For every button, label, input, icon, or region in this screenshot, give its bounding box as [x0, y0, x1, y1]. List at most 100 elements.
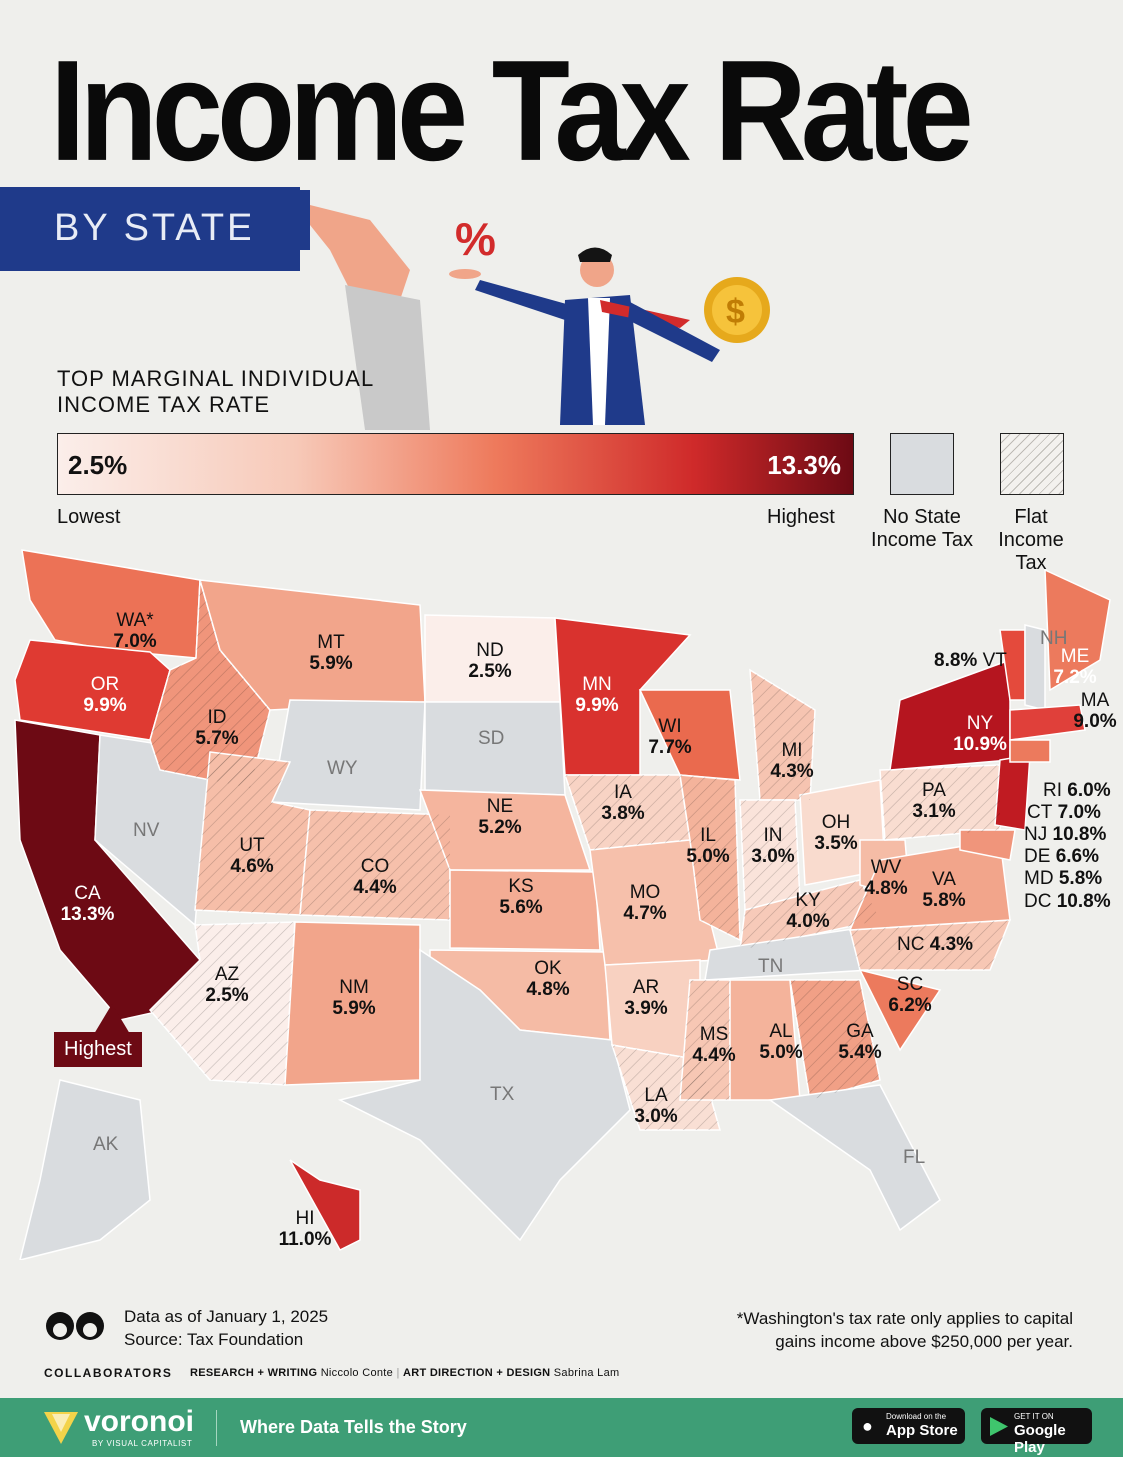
rate-ma: 9.0% — [1073, 711, 1117, 732]
rate-ct: 7.0% — [1057, 802, 1101, 823]
rate-ga: 5.4% — [838, 1042, 882, 1063]
rate-ia: 3.8% — [601, 803, 645, 824]
label-va: VA 5.8% — [909, 869, 979, 911]
abbr-hi: HI — [295, 1208, 315, 1229]
google-play-button[interactable]: GET IT ON Google Play — [981, 1408, 1092, 1456]
research-name: Niccolo Conte — [320, 1367, 394, 1379]
state-FL — [768, 1084, 941, 1232]
rate-pa: 3.1% — [912, 801, 956, 822]
abbr-pa: PA — [922, 780, 946, 801]
no-tax-line2: Income Tax — [871, 529, 973, 551]
label-mo: MO 4.7% — [610, 882, 680, 924]
rate-ms: 4.4% — [692, 1045, 736, 1066]
abbr-la: LA — [644, 1085, 668, 1106]
label-ok: OK 4.8% — [513, 958, 583, 1000]
abbr-nh: NH — [1040, 628, 1068, 649]
label-la: LA 3.0% — [621, 1085, 691, 1127]
rate-va: 5.8% — [922, 890, 966, 911]
rate-mn: 9.9% — [575, 695, 619, 716]
label-wv: WV 4.8% — [851, 857, 921, 899]
label-ma: MA 9.0% — [1060, 690, 1123, 732]
abbr-nd: ND — [476, 640, 504, 661]
label-ri: RI 6.0% — [1043, 780, 1111, 801]
rate-id: 5.7% — [195, 728, 239, 749]
state-MN — [554, 617, 692, 776]
abbr-ak: AK — [93, 1134, 119, 1155]
rate-me: 7.2% — [1053, 667, 1097, 688]
abbr-al: AL — [769, 1021, 793, 1042]
legend-heading-line1: TOP MARGINAL INDIVIDUAL — [57, 366, 375, 391]
footnote-line1: *Washington's tax rate only applies to c… — [736, 1309, 1073, 1328]
no-tax-legend-label: No State Income Tax — [860, 506, 984, 552]
label-il: IL 5.0% — [673, 825, 743, 867]
label-ca: CA 13.3% — [50, 883, 125, 925]
rate-mi: 4.3% — [770, 761, 814, 782]
rate-ne: 5.2% — [478, 817, 522, 838]
scale-low-label: Lowest — [57, 506, 121, 528]
label-mt: MT 5.9% — [296, 632, 366, 674]
svg-text:$: $ — [726, 293, 745, 331]
label-pa: PA 3.1% — [899, 780, 969, 822]
abbr-ky: KY — [795, 890, 821, 911]
rate-dc: 10.8% — [1056, 891, 1111, 912]
abbr-ri: RI — [1043, 780, 1062, 801]
app-store-button[interactable]: ● Download on the App Store — [852, 1408, 965, 1444]
flat-line3: Tax — [1015, 552, 1047, 574]
rate-nm: 5.9% — [332, 998, 376, 1019]
rate-nc: 4.3% — [929, 934, 974, 955]
abbr-nm: NM — [339, 977, 369, 998]
data-source: Source: Tax Foundation — [124, 1330, 304, 1349]
highest-tag-pointer — [94, 1004, 130, 1034]
label-ne: NE 5.2% — [465, 796, 535, 838]
abbr-id: ID — [207, 707, 227, 728]
label-nd: ND 2.5% — [455, 640, 525, 682]
app-store-small: Download on the — [886, 1412, 947, 1421]
label-az: AZ 2.5% — [192, 964, 262, 1006]
legend-heading: TOP MARGINAL INDIVIDUAL INCOME TAX RATE — [57, 366, 374, 418]
label-wi: WI 7.7% — [635, 716, 705, 758]
rate-nd: 2.5% — [468, 661, 512, 682]
credits-line: RESEARCH + WRITING Niccolo Conte | ART D… — [190, 1367, 620, 1379]
svg-text:%: % — [455, 213, 496, 265]
label-wa: WA* 7.0% — [100, 610, 170, 652]
abbr-wa: WA* — [116, 610, 154, 631]
abbr-nc: NC — [897, 934, 925, 955]
label-mi: MI 4.3% — [757, 740, 827, 782]
rate-hi: 11.0% — [278, 1229, 332, 1250]
state-WY — [271, 699, 426, 811]
rate-co: 4.4% — [353, 877, 397, 898]
data-date: Data as of January 1, 2025 — [124, 1307, 329, 1326]
label-mn: MN 9.9% — [562, 674, 632, 716]
label-nm: NM 5.9% — [319, 977, 389, 1019]
voronoi-brand[interactable]: voronoi — [84, 1405, 194, 1438]
abbr-va: VA — [932, 869, 956, 890]
scale-high-label: Highest — [767, 506, 835, 528]
state-AK — [19, 1079, 151, 1260]
abbr-ks: KS — [508, 876, 534, 897]
state-WI — [638, 689, 741, 781]
abbr-ga: GA — [846, 1021, 874, 1042]
no-tax-line1: No State — [883, 506, 961, 528]
subtitle: BY STATE — [54, 207, 256, 249]
rate-md: 5.8% — [1058, 868, 1103, 889]
abbr-co: CO — [360, 856, 390, 877]
design-name: Sabrina Lam — [553, 1367, 620, 1379]
rate-ca: 13.3% — [60, 904, 115, 925]
abbr-dc: DC — [1024, 891, 1052, 912]
rate-ky: 4.0% — [786, 911, 830, 932]
abbr-mi: MI — [781, 740, 803, 761]
rate-la: 3.0% — [634, 1106, 678, 1127]
page-title: Income Tax Rate — [50, 31, 974, 192]
flat-tax-legend-label: Flat Income Tax — [985, 506, 1077, 575]
abbr-mo: MO — [629, 882, 661, 903]
rate-de: 6.6% — [1055, 846, 1099, 867]
label-ny: NY 10.9% — [940, 713, 1020, 755]
label-dc: DC 10.8% — [1024, 891, 1111, 912]
abbr-nv: NV — [133, 820, 160, 841]
rate-ny: 10.9% — [953, 734, 1007, 755]
label-in: IN 3.0% — [738, 825, 808, 867]
color-scale-bar: 2.5% 13.3% — [57, 433, 854, 495]
label-ut: UT 4.6% — [217, 835, 287, 877]
abbr-wi: WI — [658, 716, 682, 737]
google-play-icon — [990, 1417, 1008, 1436]
